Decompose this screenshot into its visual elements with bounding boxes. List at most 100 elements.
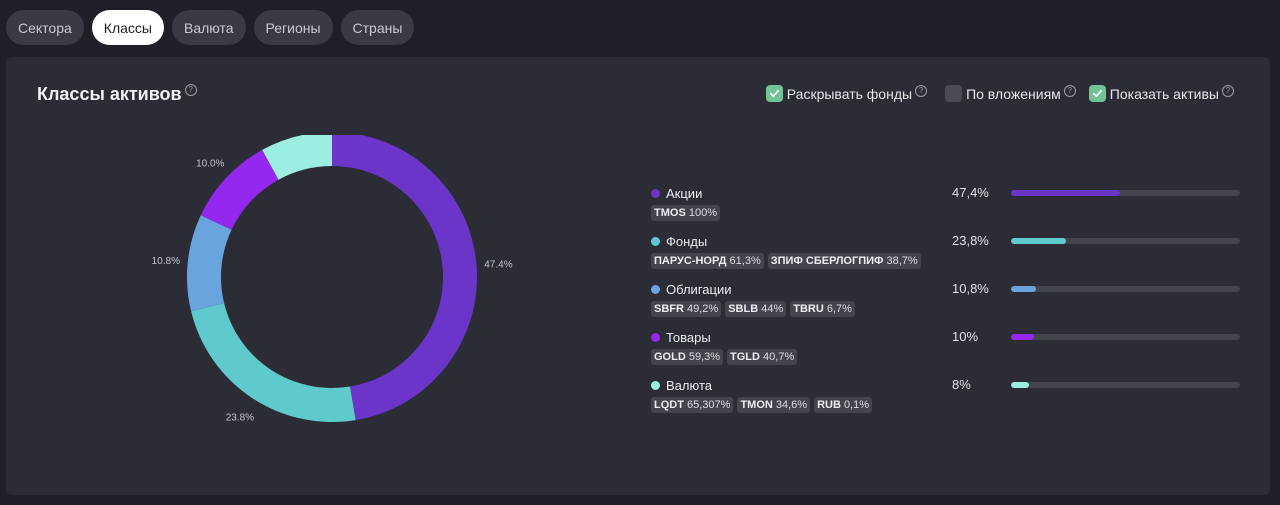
progress-bar-fill <box>1011 238 1066 244</box>
tab-currency[interactable]: Валюта <box>171 10 246 45</box>
option-label: По вложениям <box>966 86 1061 102</box>
card-title: Классы активов ? <box>37 84 197 105</box>
legend-row-head: Облигации <box>651 282 731 297</box>
legend-percent: 8% <box>952 377 971 392</box>
slice-label: 10.0% <box>196 159 224 170</box>
asset-chip[interactable]: LQDT 65,307% <box>651 397 734 413</box>
asset-chip[interactable]: TGLD 40,7% <box>727 349 798 365</box>
asset-share: 6,7% <box>823 303 852 315</box>
asset-ticker: TGLD <box>730 351 760 363</box>
asset-ticker: ПАРУС-НОРД <box>654 255 727 267</box>
asset-share: 61,3% <box>726 255 761 267</box>
tab-countries[interactable]: Страны <box>340 10 415 45</box>
checkbox-by-investment[interactable] <box>945 85 963 102</box>
asset-classes-donut-chart: 47.4%23.8%10.8%10.0%8.0% <box>152 135 513 423</box>
asset-chips: GOLD 59,3% TGLD 40,7% <box>651 349 798 365</box>
asset-classes-legend: Акции TMOS 100% 47,4% Фонды ПАРУС-НОРД 61,3%… <box>651 184 1251 424</box>
asset-share: 65,307% <box>683 399 731 411</box>
asset-share: 34,6% <box>772 399 808 411</box>
help-icon[interactable]: ? <box>1063 85 1076 97</box>
donut-slice-2[interactable] <box>187 215 232 312</box>
legend-class-name: Товары <box>666 330 711 345</box>
asset-chip[interactable]: TBRU 6,7% <box>790 301 855 317</box>
legend-row-head: Товары <box>651 330 711 345</box>
legend-row: Товары GOLD 59,3% TGLD 40,7% 10% <box>651 328 1251 376</box>
donut-slice-1[interactable] <box>191 303 356 422</box>
donut-slice-4[interactable] <box>262 135 332 180</box>
asset-share: 44% <box>758 303 784 315</box>
asset-chips: LQDT 65,307% TMON 34,6% RUB 0,1% <box>651 397 873 413</box>
asset-chip[interactable]: SBFR 49,2% <box>651 301 722 317</box>
check-icon <box>769 89 779 98</box>
legend-row-head: Фонды <box>651 234 707 249</box>
legend-percent: 47,4% <box>952 185 989 200</box>
help-icon[interactable]: ? <box>1222 85 1234 97</box>
asset-chip[interactable]: SBLB 44% <box>725 301 787 317</box>
checkbox-show-assets[interactable] <box>1088 85 1106 102</box>
asset-ticker: LQDT <box>654 399 684 411</box>
tab-bar: Сектора Классы Валюта Регионы Страны <box>6 10 415 45</box>
asset-chip[interactable]: TMOS 100% <box>651 205 720 221</box>
help-icon[interactable]: ? <box>184 84 197 96</box>
legend-row: Фонды ПАРУС-НОРД 61,3% ЗПИФ СБЕРЛОГПИФ 38,… <box>651 232 1251 280</box>
checkbox-expand-funds[interactable] <box>765 85 783 102</box>
option-expand-funds[interactable]: Раскрывать фонды ? <box>765 85 928 104</box>
asset-chip[interactable]: RUB 0,1% <box>814 397 873 413</box>
progress-bar <box>1011 190 1240 196</box>
tab-classes[interactable]: Классы <box>91 10 164 45</box>
legend-class-name: Облигации <box>666 282 732 297</box>
asset-ticker: TMOS <box>654 207 686 219</box>
legend-color-dot <box>651 237 660 246</box>
progress-bar-fill <box>1011 334 1034 340</box>
legend-row: Акции TMOS 100% 47,4% <box>651 184 1251 232</box>
legend-color-dot <box>651 189 660 198</box>
slice-label: 10.8% <box>152 256 180 267</box>
card-title-text: Классы активов <box>37 84 182 104</box>
legend-class-name: Акции <box>666 186 703 201</box>
slice-label: 23.8% <box>226 412 254 423</box>
asset-ticker: GOLD <box>654 351 686 363</box>
help-icon[interactable]: ? <box>915 85 928 97</box>
tab-regions[interactable]: Регионы <box>253 10 333 45</box>
display-options: Раскрывать фонды ? По вложениям ? Показа… <box>765 85 1234 104</box>
progress-bar <box>1011 334 1240 340</box>
asset-ticker: RUB <box>817 399 841 411</box>
asset-share: 49,2% <box>683 303 719 315</box>
asset-share: 0,1% <box>840 399 870 411</box>
legend-class-name: Фонды <box>666 234 708 249</box>
slice-label: 47.4% <box>484 259 512 270</box>
option-label: Показать активы <box>1109 86 1219 102</box>
tab-sectors[interactable]: Сектора <box>6 10 84 45</box>
asset-chip[interactable]: TMON 34,6% <box>737 397 811 413</box>
asset-share: 40,7% <box>759 351 795 363</box>
legend-color-dot <box>651 333 660 342</box>
legend-row: Валюта LQDT 65,307% TMON 34,6% RUB 0,1% 8% <box>651 376 1251 424</box>
asset-chip[interactable]: GOLD 59,3% <box>651 349 724 365</box>
legend-color-dot <box>651 381 660 390</box>
asset-chips: TMOS 100% <box>651 205 720 221</box>
progress-bar-fill <box>1011 190 1120 196</box>
asset-classes-card: Классы активов ? Раскрывать фонды ? По в… <box>6 57 1270 495</box>
legend-row-head: Акции <box>651 186 702 201</box>
asset-share: 59,3% <box>685 351 721 363</box>
asset-chip[interactable]: ПАРУС-НОРД 61,3% <box>651 253 764 269</box>
asset-ticker: ЗПИФ СБЕРЛОГПИФ <box>770 255 884 267</box>
legend-row-head: Валюта <box>651 378 712 393</box>
donut-slice-0[interactable] <box>332 135 477 421</box>
progress-bar <box>1011 382 1240 388</box>
legend-row: Облигации SBFR 49,2% SBLB 44% TBRU 6,7% 10,8… <box>651 280 1251 328</box>
asset-ticker: TBRU <box>793 303 824 315</box>
option-by-investment[interactable]: По вложениям ? <box>945 85 1076 104</box>
legend-percent: 23,8% <box>952 233 989 248</box>
legend-class-name: Валюта <box>666 378 712 393</box>
asset-share: 38,7% <box>883 255 918 267</box>
progress-bar-fill <box>1011 382 1030 388</box>
donut-slice-3[interactable] <box>200 149 279 230</box>
legend-percent: 10% <box>952 329 979 344</box>
progress-bar <box>1011 238 1240 244</box>
option-show-assets[interactable]: Показать активы ? <box>1088 85 1234 104</box>
option-label: Раскрывать фонды <box>786 86 913 102</box>
asset-chip[interactable]: ЗПИФ СБЕРЛОГПИФ 38,7% <box>767 253 921 269</box>
check-icon <box>1092 89 1102 98</box>
asset-chips: SBFR 49,2% SBLB 44% TBRU 6,7% <box>651 301 855 317</box>
